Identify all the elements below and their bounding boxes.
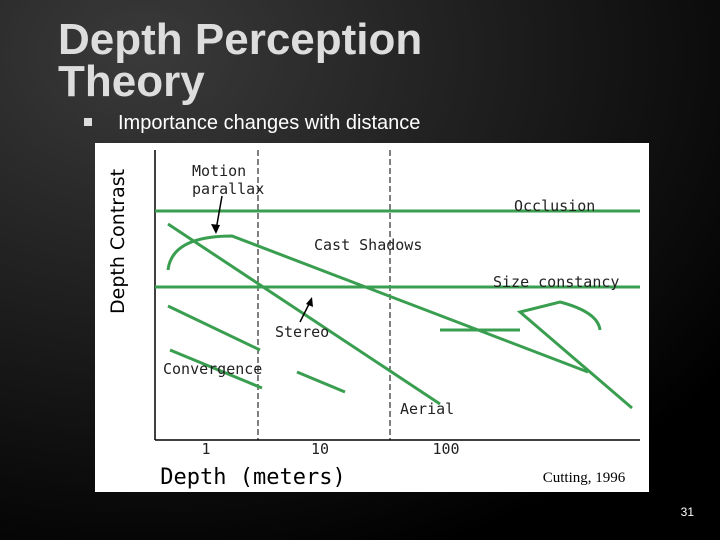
y-axis-label: Depth Contrast xyxy=(107,169,129,314)
arrowhead xyxy=(211,224,220,234)
x-tick-label: 1 xyxy=(201,440,210,458)
bullet-text: Importance changes with distance xyxy=(118,112,420,134)
cue-label: Aerial xyxy=(400,400,454,418)
page-number: 31 xyxy=(681,505,695,519)
figure-panel xyxy=(95,143,649,492)
title: Depth Perception xyxy=(58,15,422,64)
title: Theory xyxy=(58,57,205,106)
cue-label: Size constancy xyxy=(493,273,619,291)
arrow xyxy=(215,195,223,231)
cue-curves xyxy=(155,209,640,410)
cue-label: Motion parallax xyxy=(192,162,264,198)
x-tick-label: 10 xyxy=(311,440,329,458)
x-axis-label: Depth (meters) xyxy=(160,465,345,490)
cue-label: Occlusion xyxy=(514,197,595,215)
cue-label: parallax xyxy=(192,180,264,198)
cue-label: Stereo xyxy=(275,323,329,341)
cue-label: Cast Shadows xyxy=(314,236,422,254)
x-tick-label: 100 xyxy=(432,440,459,458)
cue-label: Convergence xyxy=(163,360,262,378)
arrowhead xyxy=(306,297,313,307)
cue-label: Motion xyxy=(192,162,246,180)
source: Cutting, 1996 xyxy=(543,470,626,486)
bullet-marker xyxy=(84,118,92,126)
